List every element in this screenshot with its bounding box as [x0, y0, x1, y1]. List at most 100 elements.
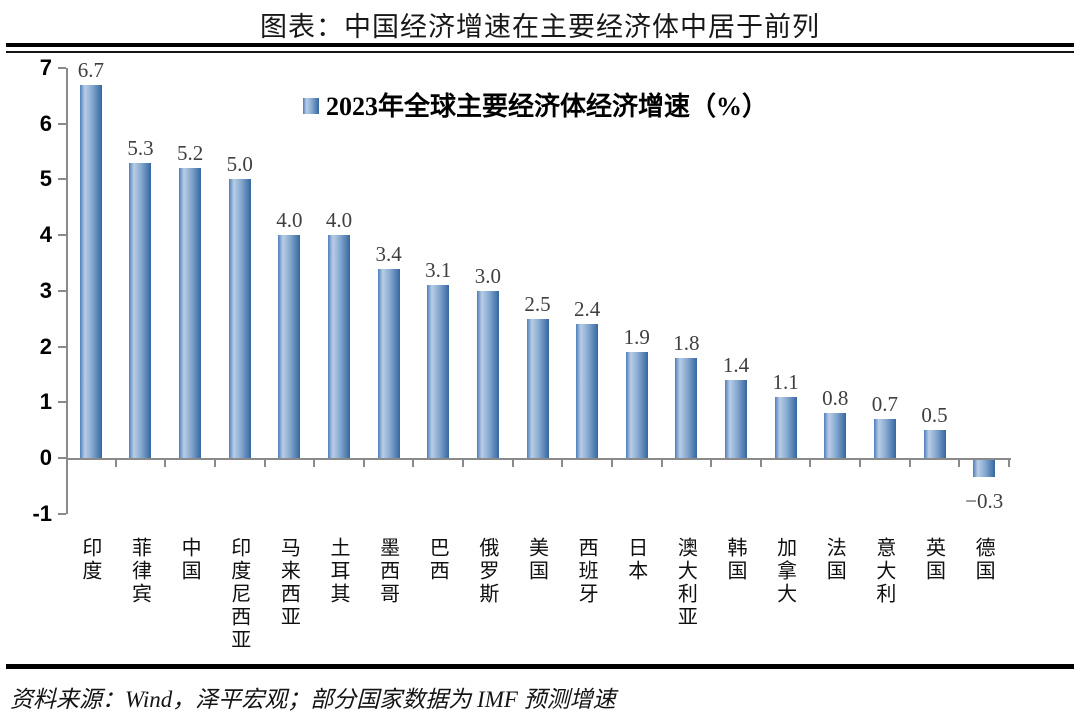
bar-value-label: 0.7 — [871, 392, 899, 416]
y-axis-tick-label: 0 — [39, 445, 52, 470]
x-axis-category-label: 法国 — [823, 537, 846, 583]
bar-value-label: 0.8 — [822, 386, 849, 411]
bar-value-label: 2.4 — [574, 297, 601, 322]
y-axis-tick — [58, 289, 66, 292]
bar — [129, 162, 152, 458]
x-axis-category-label: 美国 — [525, 537, 548, 583]
y-axis-line — [66, 68, 68, 514]
x-axis-tick — [511, 460, 514, 467]
bar-value-label: 1.4 — [722, 353, 750, 377]
y-axis-tick-label: 5 — [39, 166, 52, 192]
y-axis-tick — [58, 401, 66, 404]
y-axis-tick-label: 2 — [39, 333, 52, 359]
bar — [179, 168, 202, 458]
x-axis-tick — [809, 460, 812, 467]
x-axis-category-label: 巴西 — [426, 537, 449, 583]
bar — [873, 419, 896, 458]
bar-value-label: 3.1 — [425, 258, 452, 283]
x-axis-category-label: 俄罗斯 — [475, 537, 498, 606]
x-axis-category-label: 墨西哥 — [376, 537, 399, 606]
bar-value-label: −0.3 — [965, 488, 1004, 513]
x-axis-tick — [1008, 460, 1010, 467]
x-axis-tick — [263, 460, 266, 467]
bar — [625, 352, 648, 458]
legend-swatch-icon — [303, 98, 319, 114]
x-axis-tick — [859, 460, 862, 467]
bar-value-label: 1.9 — [623, 325, 650, 350]
top-rule-thin — [6, 51, 1074, 53]
chart-legend: 2023年全球主要经济体经济增速（%） — [303, 86, 768, 123]
bar — [824, 413, 847, 458]
x-axis-category-label: 土耳其 — [326, 537, 349, 606]
bar — [973, 460, 996, 477]
bar — [923, 430, 946, 458]
source-note: 资料来源：Wind，泽平宏观；部分国家数据为 IMF 预测增速 — [10, 687, 616, 712]
x-axis-tick — [164, 460, 167, 467]
bar — [278, 235, 301, 458]
x-axis-category-label: 韩国 — [724, 537, 747, 583]
y-axis-tick-label: 3 — [39, 277, 52, 303]
bar-value-label: 4.0 — [276, 208, 303, 233]
bar — [725, 380, 748, 458]
y-axis-tick — [58, 512, 66, 515]
bar — [476, 290, 499, 458]
x-axis-category-label: 西班牙 — [575, 537, 598, 606]
x-axis-category-label: 马来西亚 — [277, 537, 300, 629]
bar — [526, 318, 549, 458]
x-axis-tick — [362, 460, 365, 467]
x-axis-category-label: 日本 — [624, 537, 647, 583]
bar-value-label: 2.5 — [524, 291, 551, 316]
x-axis-tick — [561, 460, 564, 467]
page-title: 图表：中国经济增速在主要经济体中居于前列 — [260, 12, 820, 42]
x-axis-tick — [610, 460, 613, 467]
bar — [774, 396, 797, 458]
bar-value-label: 3.4 — [375, 241, 402, 266]
y-axis-tick-label: -1 — [32, 500, 52, 526]
x-axis-category-label: 中国 — [178, 537, 201, 583]
y-axis-tick-label: 1 — [39, 389, 52, 415]
bar — [675, 357, 698, 458]
x-axis-tick — [958, 460, 961, 467]
y-axis-tick — [58, 122, 66, 125]
bar-value-label: 6.7 — [77, 57, 104, 82]
bar — [377, 268, 400, 458]
x-axis-tick — [759, 460, 762, 467]
y-axis-tick — [58, 234, 66, 237]
x-axis-category-label: 印度 — [78, 537, 101, 583]
y-axis-tick-label: 4 — [39, 222, 52, 248]
bar-value-label: 4.0 — [325, 208, 353, 233]
bar — [327, 235, 350, 458]
y-axis-tick — [58, 178, 66, 181]
bar-value-label: 5.3 — [127, 135, 154, 160]
y-axis-tick — [58, 67, 66, 69]
x-axis-tick — [660, 460, 663, 467]
x-axis-tick — [710, 460, 713, 467]
x-axis-line — [66, 458, 1011, 460]
bar-value-label: 0.5 — [921, 403, 948, 428]
x-axis-category-label: 德国 — [972, 537, 995, 583]
y-axis-tick-label: 7 — [39, 55, 52, 80]
y-axis-tick-label: 6 — [39, 110, 52, 136]
x-axis-tick — [462, 460, 465, 467]
x-axis-category-label: 英国 — [922, 537, 945, 583]
legend-label: 2023年全球主要经济体经济增速（%） — [326, 92, 769, 121]
bar-value-label: 1.1 — [772, 369, 799, 394]
x-axis-tick — [114, 460, 117, 467]
x-axis-tick — [908, 460, 911, 467]
bar-value-label: 3.0 — [474, 263, 501, 288]
x-axis-category-label: 意大利 — [872, 537, 895, 606]
x-axis-category-label: 菲律宾 — [128, 537, 151, 606]
x-axis-category-label: 加拿大 — [773, 537, 796, 606]
x-axis-tick — [412, 460, 415, 467]
bar — [576, 324, 599, 458]
x-axis-category-label: 澳大利亚 — [674, 537, 697, 629]
bar — [427, 285, 450, 458]
bar-value-label: 5.2 — [176, 141, 204, 166]
y-axis-tick — [58, 457, 66, 459]
bottom-rule — [6, 664, 1074, 669]
bar — [79, 84, 102, 458]
top-rule-thick — [6, 43, 1074, 47]
y-axis-tick — [58, 345, 66, 348]
